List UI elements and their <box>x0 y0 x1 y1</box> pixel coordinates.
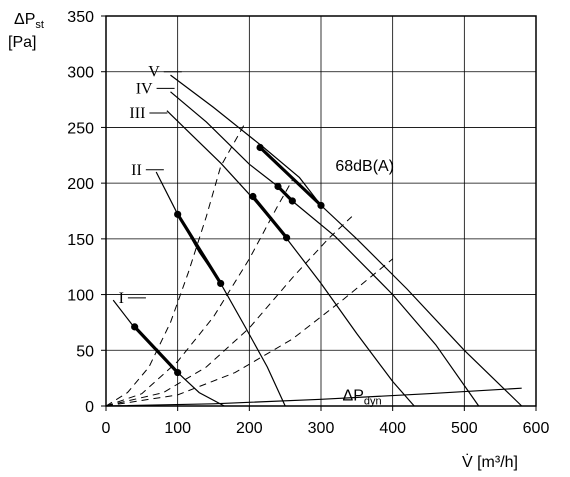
y-tick-label-200: 200 <box>67 176 94 193</box>
x-tick-label-500: 500 <box>451 420 478 437</box>
operating-point-3-2 <box>283 234 291 242</box>
system-curve-2 <box>105 177 295 407</box>
y-tick-label-250: 250 <box>67 120 94 137</box>
y-tick-label-50: 50 <box>76 343 94 360</box>
operating-point-5-2 <box>317 201 325 210</box>
operating-segment-3 <box>251 194 289 240</box>
operating-point-4-1 <box>274 182 282 191</box>
curve-label-v: V <box>148 64 160 81</box>
x-tick-label-400: 400 <box>379 420 406 437</box>
noise-level-annotation: 68dB(A) <box>335 158 394 175</box>
y-tick-label-150: 150 <box>67 232 94 249</box>
y-tick-label-350: 350 <box>67 9 94 26</box>
operating-segments <box>131 143 325 377</box>
x-tick-label-600: 600 <box>523 420 550 437</box>
fan-curve-pdyn <box>105 387 522 407</box>
system-curve-1 <box>105 121 247 407</box>
curve-label-i: I <box>119 290 124 307</box>
plot-frame <box>105 15 537 407</box>
operating-segment-5 <box>258 145 323 207</box>
x-tick-label-300: 300 <box>308 420 335 437</box>
operating-point-2-1 <box>174 210 182 218</box>
y-tick-label-0: 0 <box>85 399 94 416</box>
curve-label-iii: III <box>129 105 145 122</box>
y-axis-unit: [Pa] <box>8 34 36 51</box>
system-curve-4 <box>105 258 394 407</box>
y-tick-label-300: 300 <box>67 65 94 82</box>
operating-segment-2 <box>176 212 223 285</box>
x-tick-label-0: 0 <box>102 420 111 437</box>
y-tick-labels: 0 50 100 150 200 250 300 350 <box>67 9 94 416</box>
operating-point-5-1 <box>256 143 264 152</box>
operating-point-3-1 <box>249 192 257 201</box>
operating-point-1-1 <box>131 323 139 331</box>
curve-label-iv: IV <box>136 80 153 97</box>
x-tick-labels: 0 100 200 300 400 500 600 <box>102 420 550 437</box>
x-tick-label-100: 100 <box>164 420 191 437</box>
operating-segment-1 <box>133 325 180 375</box>
curve-label-ii: II <box>131 162 142 179</box>
y-tick-label-100: 100 <box>67 288 94 305</box>
x-tick-label-200: 200 <box>236 420 263 437</box>
operating-point-4-2 <box>288 197 296 205</box>
operating-point-1-2 <box>174 368 182 377</box>
operating-point-2-2 <box>217 279 225 288</box>
system-curves <box>105 121 394 407</box>
x-axis-label: V̇ [m³/h] <box>462 453 518 471</box>
